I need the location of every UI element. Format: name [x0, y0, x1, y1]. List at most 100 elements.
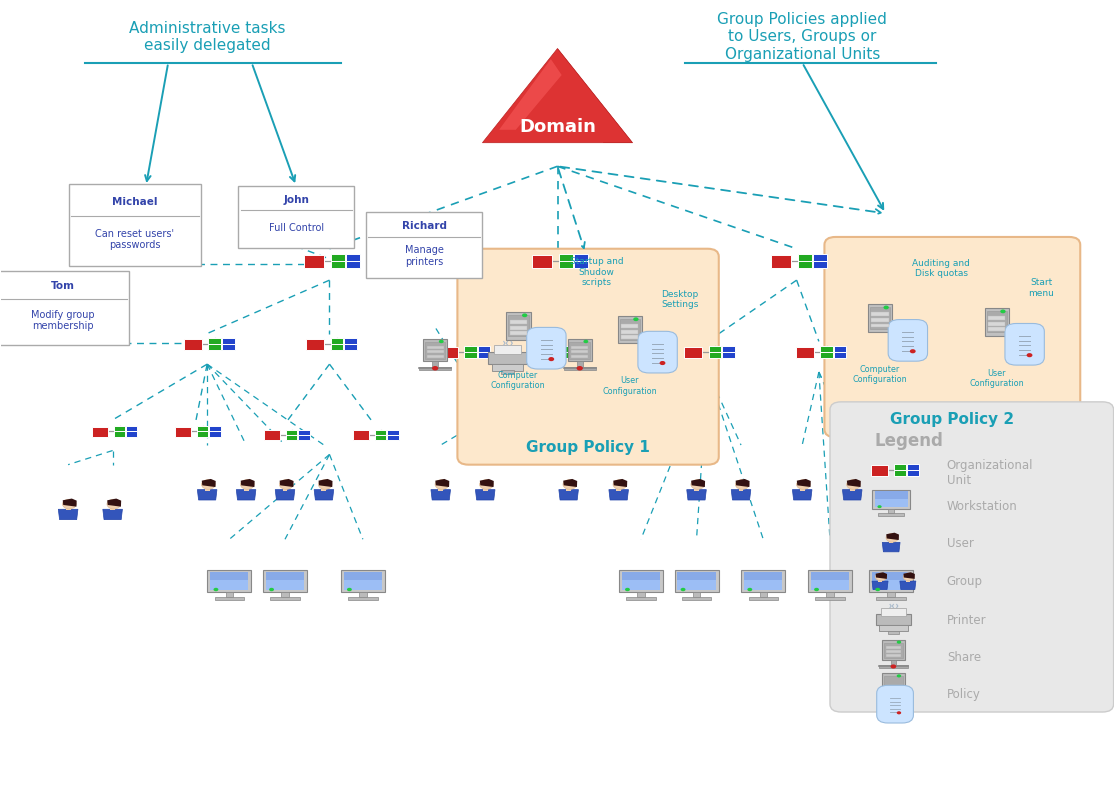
Text: Full Control: Full Control: [269, 223, 323, 233]
Bar: [331, 255, 345, 261]
Circle shape: [549, 357, 554, 361]
FancyBboxPatch shape: [638, 331, 677, 373]
Circle shape: [1000, 310, 1006, 314]
Polygon shape: [609, 489, 629, 500]
Bar: [576, 361, 583, 367]
Bar: [894, 464, 906, 470]
Polygon shape: [736, 479, 749, 487]
Polygon shape: [847, 479, 861, 487]
Bar: [808, 570, 852, 592]
Bar: [265, 581, 304, 590]
Bar: [882, 640, 904, 660]
Circle shape: [1027, 353, 1032, 357]
Bar: [709, 346, 721, 351]
Bar: [564, 352, 576, 358]
Polygon shape: [236, 489, 255, 500]
Bar: [905, 579, 910, 582]
Bar: [675, 570, 718, 592]
Bar: [494, 345, 521, 355]
Bar: [427, 346, 444, 349]
Circle shape: [202, 480, 215, 489]
Bar: [427, 351, 444, 353]
Bar: [813, 262, 827, 268]
Bar: [359, 592, 367, 597]
Text: Group Policy 1: Group Policy 1: [525, 440, 649, 455]
Polygon shape: [872, 581, 888, 589]
Polygon shape: [559, 489, 579, 500]
Bar: [91, 426, 108, 437]
FancyBboxPatch shape: [457, 249, 719, 465]
Bar: [621, 330, 639, 333]
Bar: [798, 262, 812, 268]
Text: Richard: Richard: [401, 221, 446, 231]
FancyBboxPatch shape: [830, 402, 1114, 712]
Bar: [881, 608, 905, 616]
Bar: [508, 315, 529, 336]
Bar: [375, 429, 386, 435]
Text: Manage
printers: Manage printers: [405, 245, 444, 267]
Bar: [502, 370, 514, 374]
Bar: [222, 338, 234, 344]
Bar: [874, 491, 908, 507]
Bar: [263, 570, 307, 592]
Bar: [885, 654, 901, 657]
FancyBboxPatch shape: [526, 327, 566, 369]
Circle shape: [796, 480, 811, 489]
Bar: [826, 592, 834, 597]
Bar: [343, 572, 382, 590]
Bar: [387, 436, 398, 440]
Circle shape: [439, 340, 444, 344]
Bar: [184, 339, 202, 350]
FancyBboxPatch shape: [876, 686, 913, 723]
Bar: [870, 570, 913, 592]
Circle shape: [280, 480, 293, 489]
Bar: [353, 430, 369, 440]
Bar: [875, 614, 911, 625]
Bar: [477, 352, 491, 358]
Bar: [464, 352, 477, 358]
Polygon shape: [314, 489, 333, 500]
Polygon shape: [62, 499, 77, 507]
Polygon shape: [479, 479, 494, 487]
Circle shape: [691, 480, 705, 489]
Text: Printer: Printer: [947, 615, 987, 627]
Polygon shape: [882, 542, 900, 552]
Polygon shape: [197, 489, 217, 500]
Bar: [211, 581, 249, 590]
Polygon shape: [275, 489, 294, 500]
FancyBboxPatch shape: [69, 184, 201, 266]
Bar: [433, 361, 438, 367]
Bar: [510, 332, 527, 335]
Bar: [908, 470, 920, 476]
Bar: [330, 338, 343, 344]
FancyBboxPatch shape: [0, 271, 128, 344]
Text: Share: Share: [947, 651, 981, 663]
Bar: [571, 351, 589, 353]
Bar: [265, 572, 304, 590]
Text: Workstation: Workstation: [947, 500, 1018, 513]
Polygon shape: [483, 49, 632, 143]
Bar: [723, 352, 735, 358]
Polygon shape: [107, 499, 122, 507]
Bar: [483, 487, 487, 490]
Bar: [872, 318, 889, 322]
Text: Legend: Legend: [874, 432, 943, 450]
Bar: [820, 346, 833, 351]
Bar: [834, 352, 846, 358]
Polygon shape: [319, 479, 332, 487]
Bar: [510, 321, 527, 324]
Circle shape: [613, 480, 627, 489]
Bar: [492, 363, 523, 371]
Bar: [464, 346, 477, 351]
Circle shape: [62, 500, 76, 509]
Polygon shape: [103, 509, 123, 519]
Text: Auditing and
Disk quotas: Auditing and Disk quotas: [912, 258, 970, 278]
Bar: [723, 346, 735, 351]
Circle shape: [347, 588, 352, 591]
Polygon shape: [793, 489, 812, 500]
Bar: [532, 255, 552, 268]
Bar: [694, 487, 699, 490]
Bar: [815, 597, 845, 600]
Circle shape: [896, 675, 901, 678]
Bar: [540, 347, 558, 358]
